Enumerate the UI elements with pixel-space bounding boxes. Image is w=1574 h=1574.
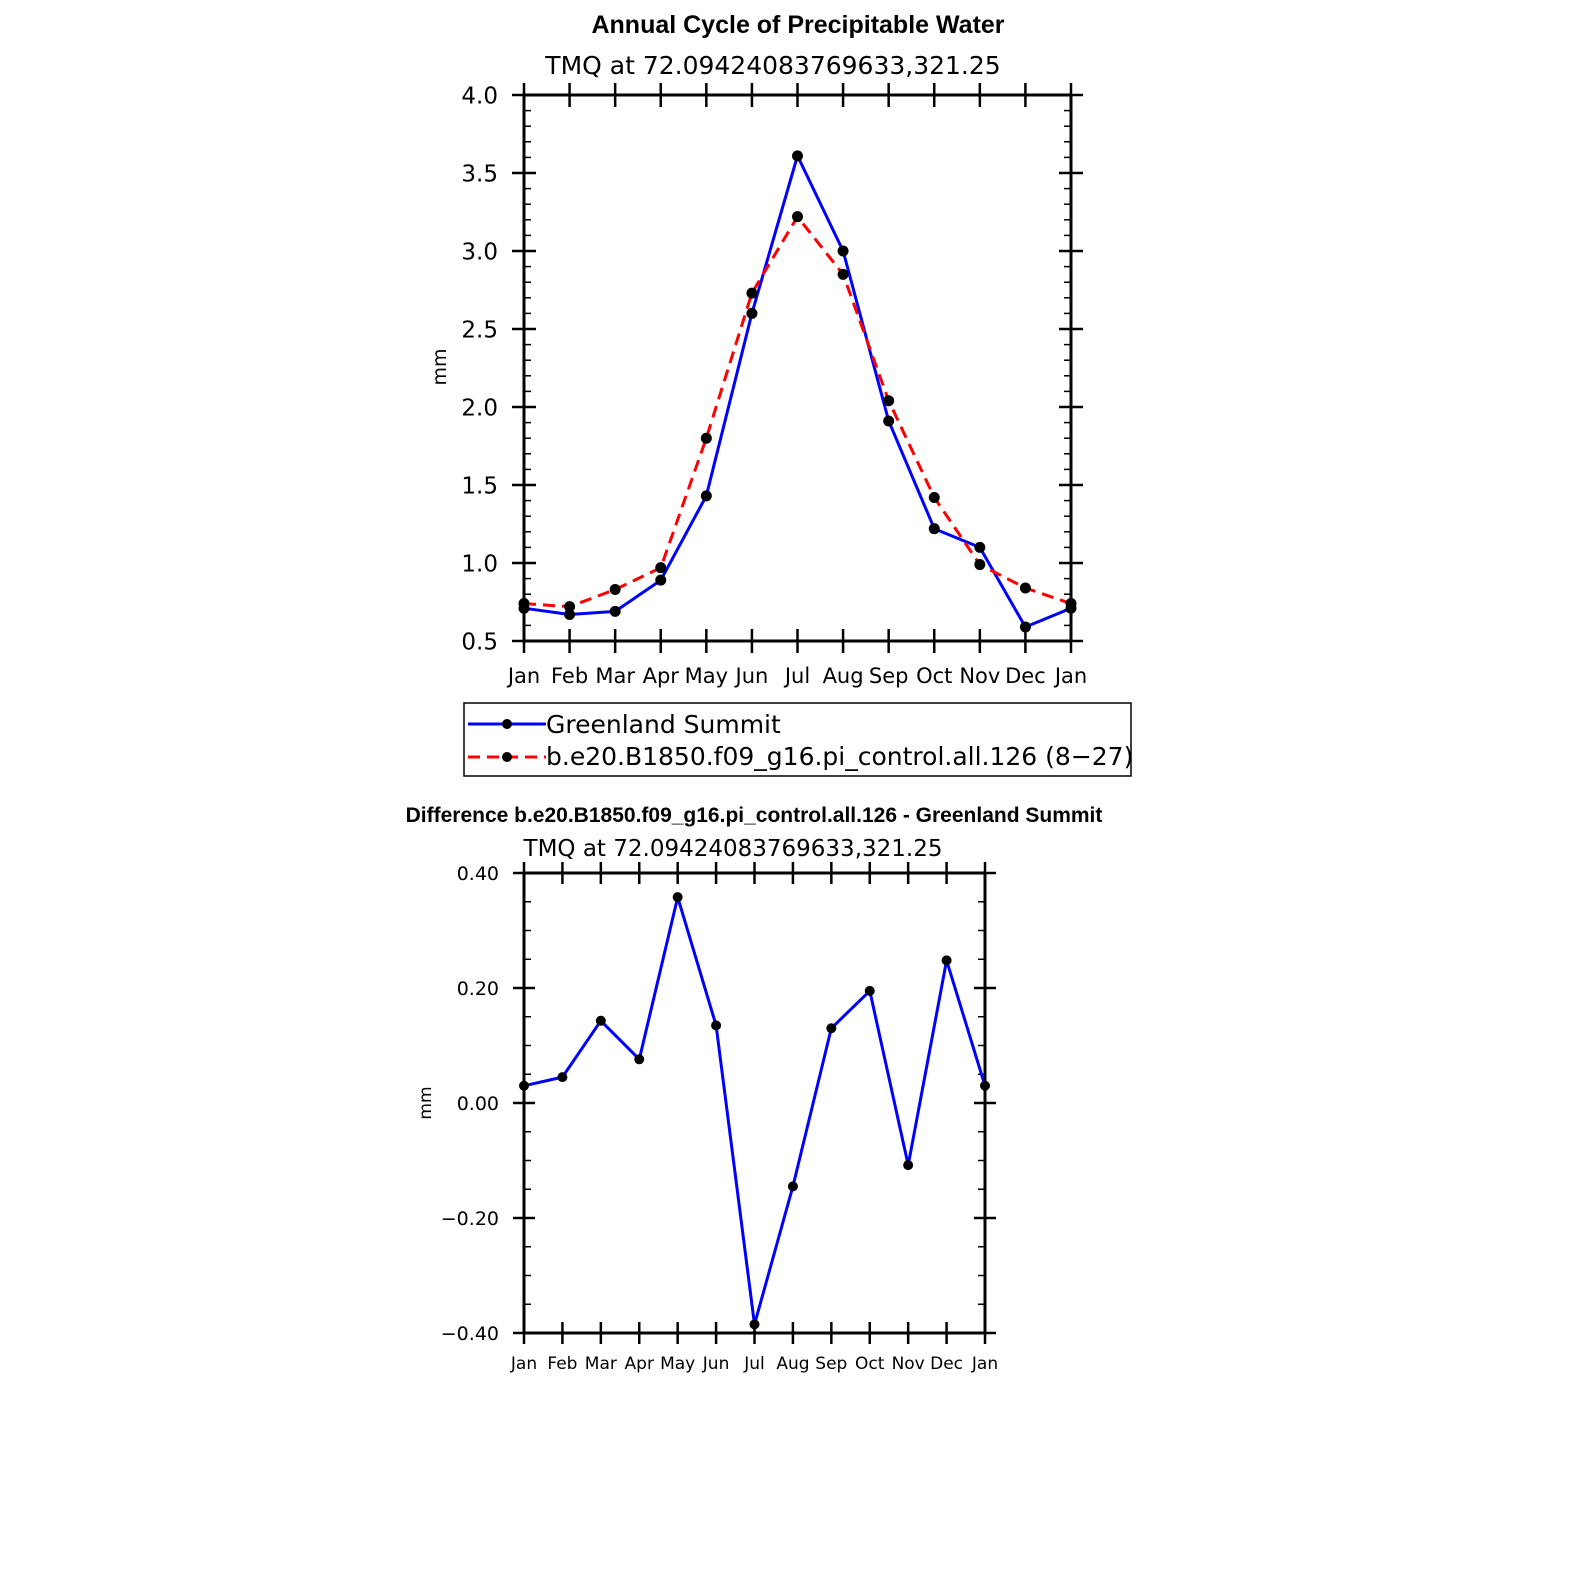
data-point-series-1 <box>1019 582 1031 594</box>
data-point-series-0 <box>557 1072 568 1083</box>
data-point-series-0 <box>903 1160 914 1171</box>
chart2-subtitle: TMQ at 72.09424083769633,321.25 <box>523 836 943 862</box>
data-point-series-0 <box>837 245 849 257</box>
x-tick-label: Mar <box>595 664 635 688</box>
data-point-series-1 <box>837 268 849 280</box>
data-point-series-0 <box>655 574 667 586</box>
x-tick-label: Feb <box>551 664 588 688</box>
data-point-series-1 <box>928 491 940 503</box>
data-point-series-0 <box>634 1054 645 1065</box>
y-tick-label: 2.5 <box>461 317 498 343</box>
data-point-series-0 <box>787 1181 798 1192</box>
chart2-y-axis-label: mm <box>416 1086 436 1119</box>
x-tick-label: Apr <box>625 1354 654 1374</box>
data-point-series-0 <box>826 1023 837 1034</box>
data-point-series-1 <box>564 601 576 613</box>
y-tick-label: 0.5 <box>461 629 498 655</box>
legend-box <box>463 702 1132 777</box>
chart2-ticks: Jan Feb Mar Apr May Jun Jul Aug Sep Oct Nov Dec Jan−… <box>441 862 998 1374</box>
data-point-series-0 <box>792 150 803 162</box>
legend-marker-model-run <box>502 752 512 762</box>
x-tick-label: Oct <box>855 1354 885 1374</box>
data-point-series-1 <box>974 559 986 571</box>
x-tick-label: May <box>685 664 728 688</box>
chart1-plot-frame <box>522 93 1073 643</box>
x-tick-label: Jan <box>1053 664 1087 688</box>
x-tick-label: Oct <box>916 664 952 688</box>
x-tick-label: Jan <box>510 1354 537 1374</box>
x-tick-label: Apr <box>643 664 680 688</box>
y-tick-label: 3.5 <box>461 161 498 187</box>
chart2-marks <box>519 892 990 1330</box>
chart1-legend: Greenland Summit b.e20.B1850.f09_g16.pi_… <box>463 702 1133 777</box>
x-tick-label: Dec <box>1005 664 1046 688</box>
data-point-series-1 <box>700 432 712 444</box>
data-point-series-0 <box>749 1319 760 1330</box>
x-tick-label: Jul <box>783 664 810 688</box>
data-point-series-1 <box>792 211 803 223</box>
data-point-series-1 <box>746 287 758 299</box>
x-tick-label: Jun <box>734 664 769 688</box>
chart1-ticks: Jan Feb Mar Apr May Jun Jul Aug Sep Oct Nov Dec Jan 0… <box>461 83 1087 688</box>
data-point-series-0 <box>672 892 683 903</box>
y-tick-label: 2.0 <box>461 395 498 421</box>
data-point-series-0 <box>711 1020 722 1031</box>
y-tick-label: 1.0 <box>461 551 498 577</box>
data-point-series-0 <box>928 523 940 535</box>
series-line-1 <box>523 215 1072 609</box>
x-tick-label: Jun <box>702 1354 730 1374</box>
difference-chart: Difference b.e20.B1850.f09_g16.pi_contro… <box>406 804 1103 1374</box>
series-line-0 <box>523 895 987 1326</box>
legend-label-model-run: b.e20.B1850.f09_g16.pi_control.all.126 (… <box>546 742 1133 771</box>
data-point-series-0 <box>941 955 952 966</box>
data-point-series-1 <box>609 584 621 596</box>
y-tick-label: 0.00 <box>457 1093 499 1115</box>
x-tick-label: Nov <box>892 1354 925 1374</box>
chart1-marks <box>518 150 1077 633</box>
x-tick-label: Aug <box>776 1354 809 1374</box>
data-point-series-0 <box>700 490 712 502</box>
data-point-series-0 <box>746 307 758 319</box>
series-line-0 <box>523 154 1072 629</box>
chart1-y-axis-label: mm <box>429 348 451 385</box>
chart1-subtitle: TMQ at 72.09424083769633,321.25 <box>544 51 1000 80</box>
data-point-series-0 <box>564 608 576 620</box>
y-tick-label: 0.40 <box>457 863 499 885</box>
x-tick-label: Nov <box>959 664 1000 688</box>
x-tick-label: Sep <box>869 664 909 688</box>
legend-label-greenland-summit: Greenland Summit <box>546 710 781 739</box>
x-tick-label: Aug <box>823 664 864 688</box>
y-tick-label: −0.40 <box>441 1323 499 1345</box>
y-tick-label: −0.20 <box>441 1208 499 1230</box>
y-tick-label: 3.0 <box>461 239 498 265</box>
chart2-plot-frame <box>522 871 987 1335</box>
chart2-title: Difference b.e20.B1850.f09_g16.pi_contro… <box>406 804 1103 827</box>
x-tick-label: Sep <box>815 1354 847 1374</box>
x-tick-label: Jul <box>743 1354 765 1374</box>
data-point-series-0 <box>864 985 875 996</box>
data-point-series-0 <box>595 1015 606 1026</box>
x-tick-label: Dec <box>930 1354 963 1374</box>
data-point-series-1 <box>655 562 667 574</box>
data-point-series-0 <box>1019 621 1031 633</box>
x-tick-label: Jan <box>506 664 540 688</box>
data-point-series-0 <box>974 541 986 553</box>
legend-marker-greenland-summit <box>502 719 512 729</box>
y-tick-label: 1.5 <box>461 473 498 499</box>
annual-cycle-chart: Annual Cycle of Precipitable Water TMQ a… <box>429 11 1087 688</box>
data-point-series-1 <box>883 395 895 407</box>
x-tick-label: Jan <box>971 1354 998 1374</box>
y-tick-label: 4.0 <box>461 83 498 109</box>
x-tick-label: Feb <box>547 1354 577 1374</box>
data-point-series-0 <box>883 415 895 427</box>
x-tick-label: May <box>660 1354 695 1374</box>
x-tick-label: Mar <box>585 1354 617 1374</box>
chart1-title: Annual Cycle of Precipitable Water <box>591 11 1004 39</box>
y-tick-label: 0.20 <box>457 978 499 1000</box>
data-point-series-0 <box>609 605 621 617</box>
